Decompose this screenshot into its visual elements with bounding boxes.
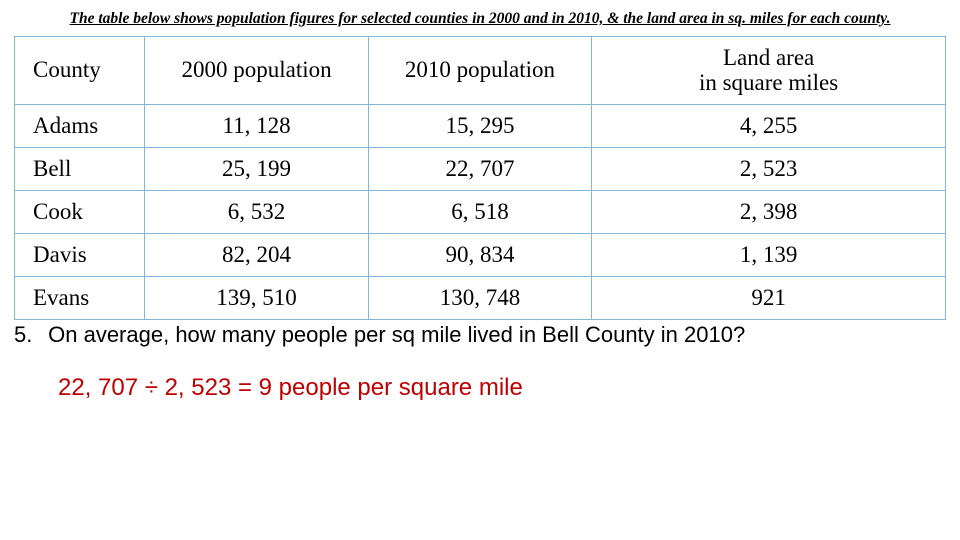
- table-header-row: County 2000 population 2010 population L…: [15, 37, 946, 105]
- cell-county: Bell: [15, 147, 145, 190]
- cell-land: 2, 398: [592, 190, 946, 233]
- table-row: Evans 139, 510 130, 748 921: [15, 276, 946, 319]
- table-row: Davis 82, 204 90, 834 1, 139: [15, 233, 946, 276]
- cell-land: 921: [592, 276, 946, 319]
- cell-pop2000: 82, 204: [145, 233, 368, 276]
- header-land-line1: Land area: [598, 45, 939, 70]
- table-body: Adams 11, 128 15, 295 4, 255 Bell 25, 19…: [15, 104, 946, 319]
- cell-county: Adams: [15, 104, 145, 147]
- header-pop2000: 2000 population: [145, 37, 368, 105]
- cell-county: Davis: [15, 233, 145, 276]
- cell-pop2000: 25, 199: [145, 147, 368, 190]
- cell-county: Evans: [15, 276, 145, 319]
- table-caption: The table below shows population figures…: [14, 10, 946, 28]
- question: 5. On average, how many people per sq mi…: [14, 322, 946, 348]
- cell-pop2010: 6, 518: [368, 190, 591, 233]
- cell-county: Cook: [15, 190, 145, 233]
- cell-pop2010: 15, 295: [368, 104, 591, 147]
- cell-pop2010: 90, 834: [368, 233, 591, 276]
- question-number: 5.: [14, 322, 42, 348]
- cell-land: 1, 139: [592, 233, 946, 276]
- table-row: Cook 6, 532 6, 518 2, 398: [15, 190, 946, 233]
- table-row: Bell 25, 199 22, 707 2, 523: [15, 147, 946, 190]
- answer: 22, 707 ÷ 2, 523 = 9 people per square m…: [58, 374, 946, 402]
- header-county: County: [15, 37, 145, 105]
- cell-land: 4, 255: [592, 104, 946, 147]
- question-text: On average, how many people per sq mile …: [48, 322, 745, 347]
- header-pop2010: 2010 population: [368, 37, 591, 105]
- cell-pop2010: 130, 748: [368, 276, 591, 319]
- cell-pop2010: 22, 707: [368, 147, 591, 190]
- population-table: County 2000 population 2010 population L…: [14, 36, 946, 320]
- header-land-area: Land area in square miles: [592, 37, 946, 105]
- cell-pop2000: 11, 128: [145, 104, 368, 147]
- cell-pop2000: 139, 510: [145, 276, 368, 319]
- cell-land: 2, 523: [592, 147, 946, 190]
- header-land-line2: in square miles: [598, 70, 939, 95]
- cell-pop2000: 6, 532: [145, 190, 368, 233]
- table-row: Adams 11, 128 15, 295 4, 255: [15, 104, 946, 147]
